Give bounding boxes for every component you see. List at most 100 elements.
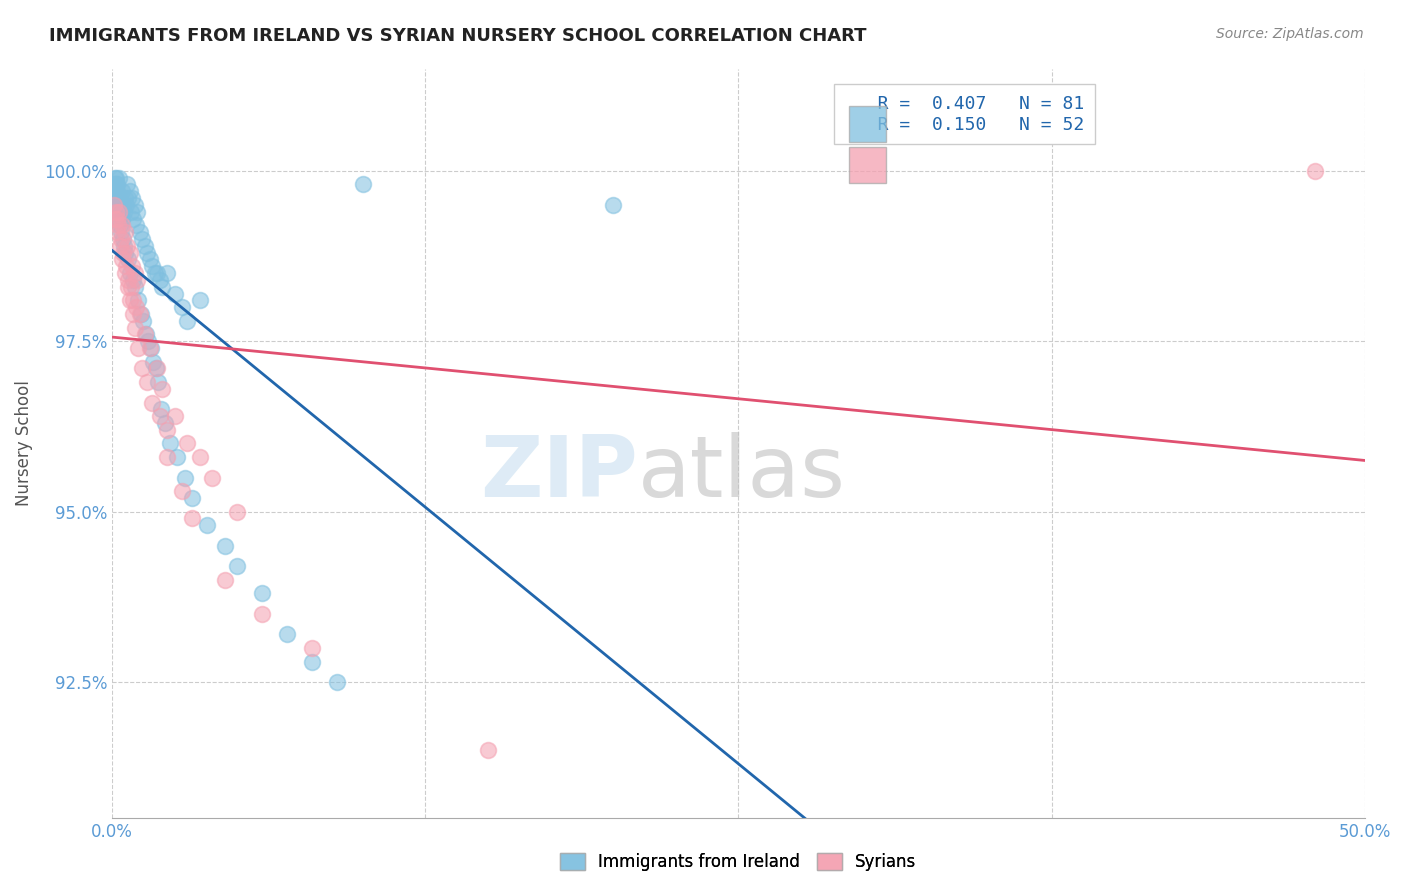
Point bbox=[127, 293, 149, 308]
Point bbox=[108, 198, 131, 212]
Point bbox=[149, 402, 172, 417]
Point bbox=[148, 273, 170, 287]
Point bbox=[118, 293, 141, 308]
FancyBboxPatch shape bbox=[849, 147, 886, 183]
Text: Source: ZipAtlas.com: Source: ZipAtlas.com bbox=[1216, 27, 1364, 41]
Point bbox=[139, 341, 162, 355]
Point bbox=[214, 539, 236, 553]
Point bbox=[121, 191, 143, 205]
Point bbox=[105, 178, 128, 192]
Point bbox=[150, 382, 173, 396]
Point bbox=[159, 436, 181, 450]
Y-axis label: Nursery School: Nursery School bbox=[15, 381, 32, 507]
Point bbox=[122, 293, 145, 308]
Point bbox=[153, 416, 176, 430]
Point bbox=[120, 279, 142, 293]
Point bbox=[134, 327, 156, 342]
Point bbox=[136, 245, 159, 260]
Point bbox=[104, 170, 127, 185]
Point bbox=[172, 300, 194, 314]
Text: ZIP: ZIP bbox=[481, 432, 638, 515]
Point bbox=[201, 470, 224, 484]
Point bbox=[181, 511, 204, 525]
Point bbox=[301, 640, 323, 655]
Text: IMMIGRANTS FROM IRELAND VS SYRIAN NURSERY SCHOOL CORRELATION CHART: IMMIGRANTS FROM IRELAND VS SYRIAN NURSER… bbox=[49, 27, 866, 45]
Point bbox=[145, 361, 167, 376]
Point bbox=[121, 259, 143, 273]
Point bbox=[226, 559, 249, 574]
Point bbox=[122, 211, 145, 226]
Point bbox=[124, 279, 146, 293]
Point bbox=[136, 334, 159, 349]
Point bbox=[107, 211, 129, 226]
Point bbox=[124, 198, 146, 212]
Point bbox=[301, 655, 323, 669]
Point bbox=[120, 266, 142, 280]
Point bbox=[114, 198, 136, 212]
Point bbox=[103, 178, 125, 192]
FancyBboxPatch shape bbox=[849, 106, 886, 142]
Point bbox=[195, 518, 218, 533]
Point bbox=[128, 225, 150, 239]
Point bbox=[146, 266, 169, 280]
Point bbox=[276, 627, 298, 641]
Point bbox=[114, 266, 136, 280]
Point bbox=[125, 219, 148, 233]
Point bbox=[111, 219, 134, 233]
Point bbox=[117, 273, 139, 287]
Point bbox=[172, 484, 194, 499]
Point bbox=[115, 178, 138, 192]
Point bbox=[108, 204, 131, 219]
Point bbox=[214, 573, 236, 587]
Point bbox=[121, 273, 143, 287]
Point bbox=[128, 307, 150, 321]
Point bbox=[107, 219, 129, 233]
Point bbox=[108, 239, 131, 253]
Point bbox=[156, 450, 179, 464]
Point bbox=[107, 225, 129, 239]
Text: atlas: atlas bbox=[638, 432, 846, 515]
Point bbox=[188, 293, 211, 308]
Point bbox=[120, 204, 142, 219]
Point bbox=[103, 178, 125, 192]
Point bbox=[131, 361, 153, 376]
Point bbox=[114, 259, 136, 273]
Point bbox=[352, 178, 374, 192]
Point bbox=[107, 184, 129, 198]
Point bbox=[173, 470, 195, 484]
Point bbox=[326, 675, 349, 690]
Point bbox=[112, 239, 135, 253]
Point bbox=[163, 409, 186, 424]
Point bbox=[124, 320, 146, 334]
Point bbox=[111, 252, 134, 267]
Point bbox=[124, 266, 146, 280]
Point bbox=[112, 204, 135, 219]
Point bbox=[131, 232, 153, 246]
Point bbox=[104, 204, 127, 219]
Point bbox=[129, 307, 152, 321]
Point bbox=[105, 178, 128, 192]
Point bbox=[141, 259, 163, 273]
Legend: Immigrants from Ireland, Syrians: Immigrants from Ireland, Syrians bbox=[554, 847, 924, 878]
Point bbox=[118, 184, 141, 198]
Point bbox=[112, 245, 135, 260]
Point bbox=[143, 266, 166, 280]
Point bbox=[134, 239, 156, 253]
Point bbox=[602, 198, 624, 212]
Point bbox=[112, 198, 135, 212]
Point bbox=[142, 354, 165, 368]
Point bbox=[110, 219, 132, 233]
Point bbox=[111, 211, 134, 226]
Point bbox=[176, 436, 198, 450]
Point bbox=[115, 239, 138, 253]
Point bbox=[188, 450, 211, 464]
Point bbox=[138, 341, 160, 355]
Point bbox=[163, 286, 186, 301]
Point bbox=[104, 170, 127, 185]
Point bbox=[117, 252, 139, 267]
Point bbox=[107, 191, 129, 205]
Point bbox=[110, 204, 132, 219]
Point bbox=[127, 341, 149, 355]
Text: R =  0.407   N = 81
   R =  0.150   N = 52: R = 0.407 N = 81 R = 0.150 N = 52 bbox=[845, 95, 1084, 134]
Point bbox=[103, 184, 125, 198]
